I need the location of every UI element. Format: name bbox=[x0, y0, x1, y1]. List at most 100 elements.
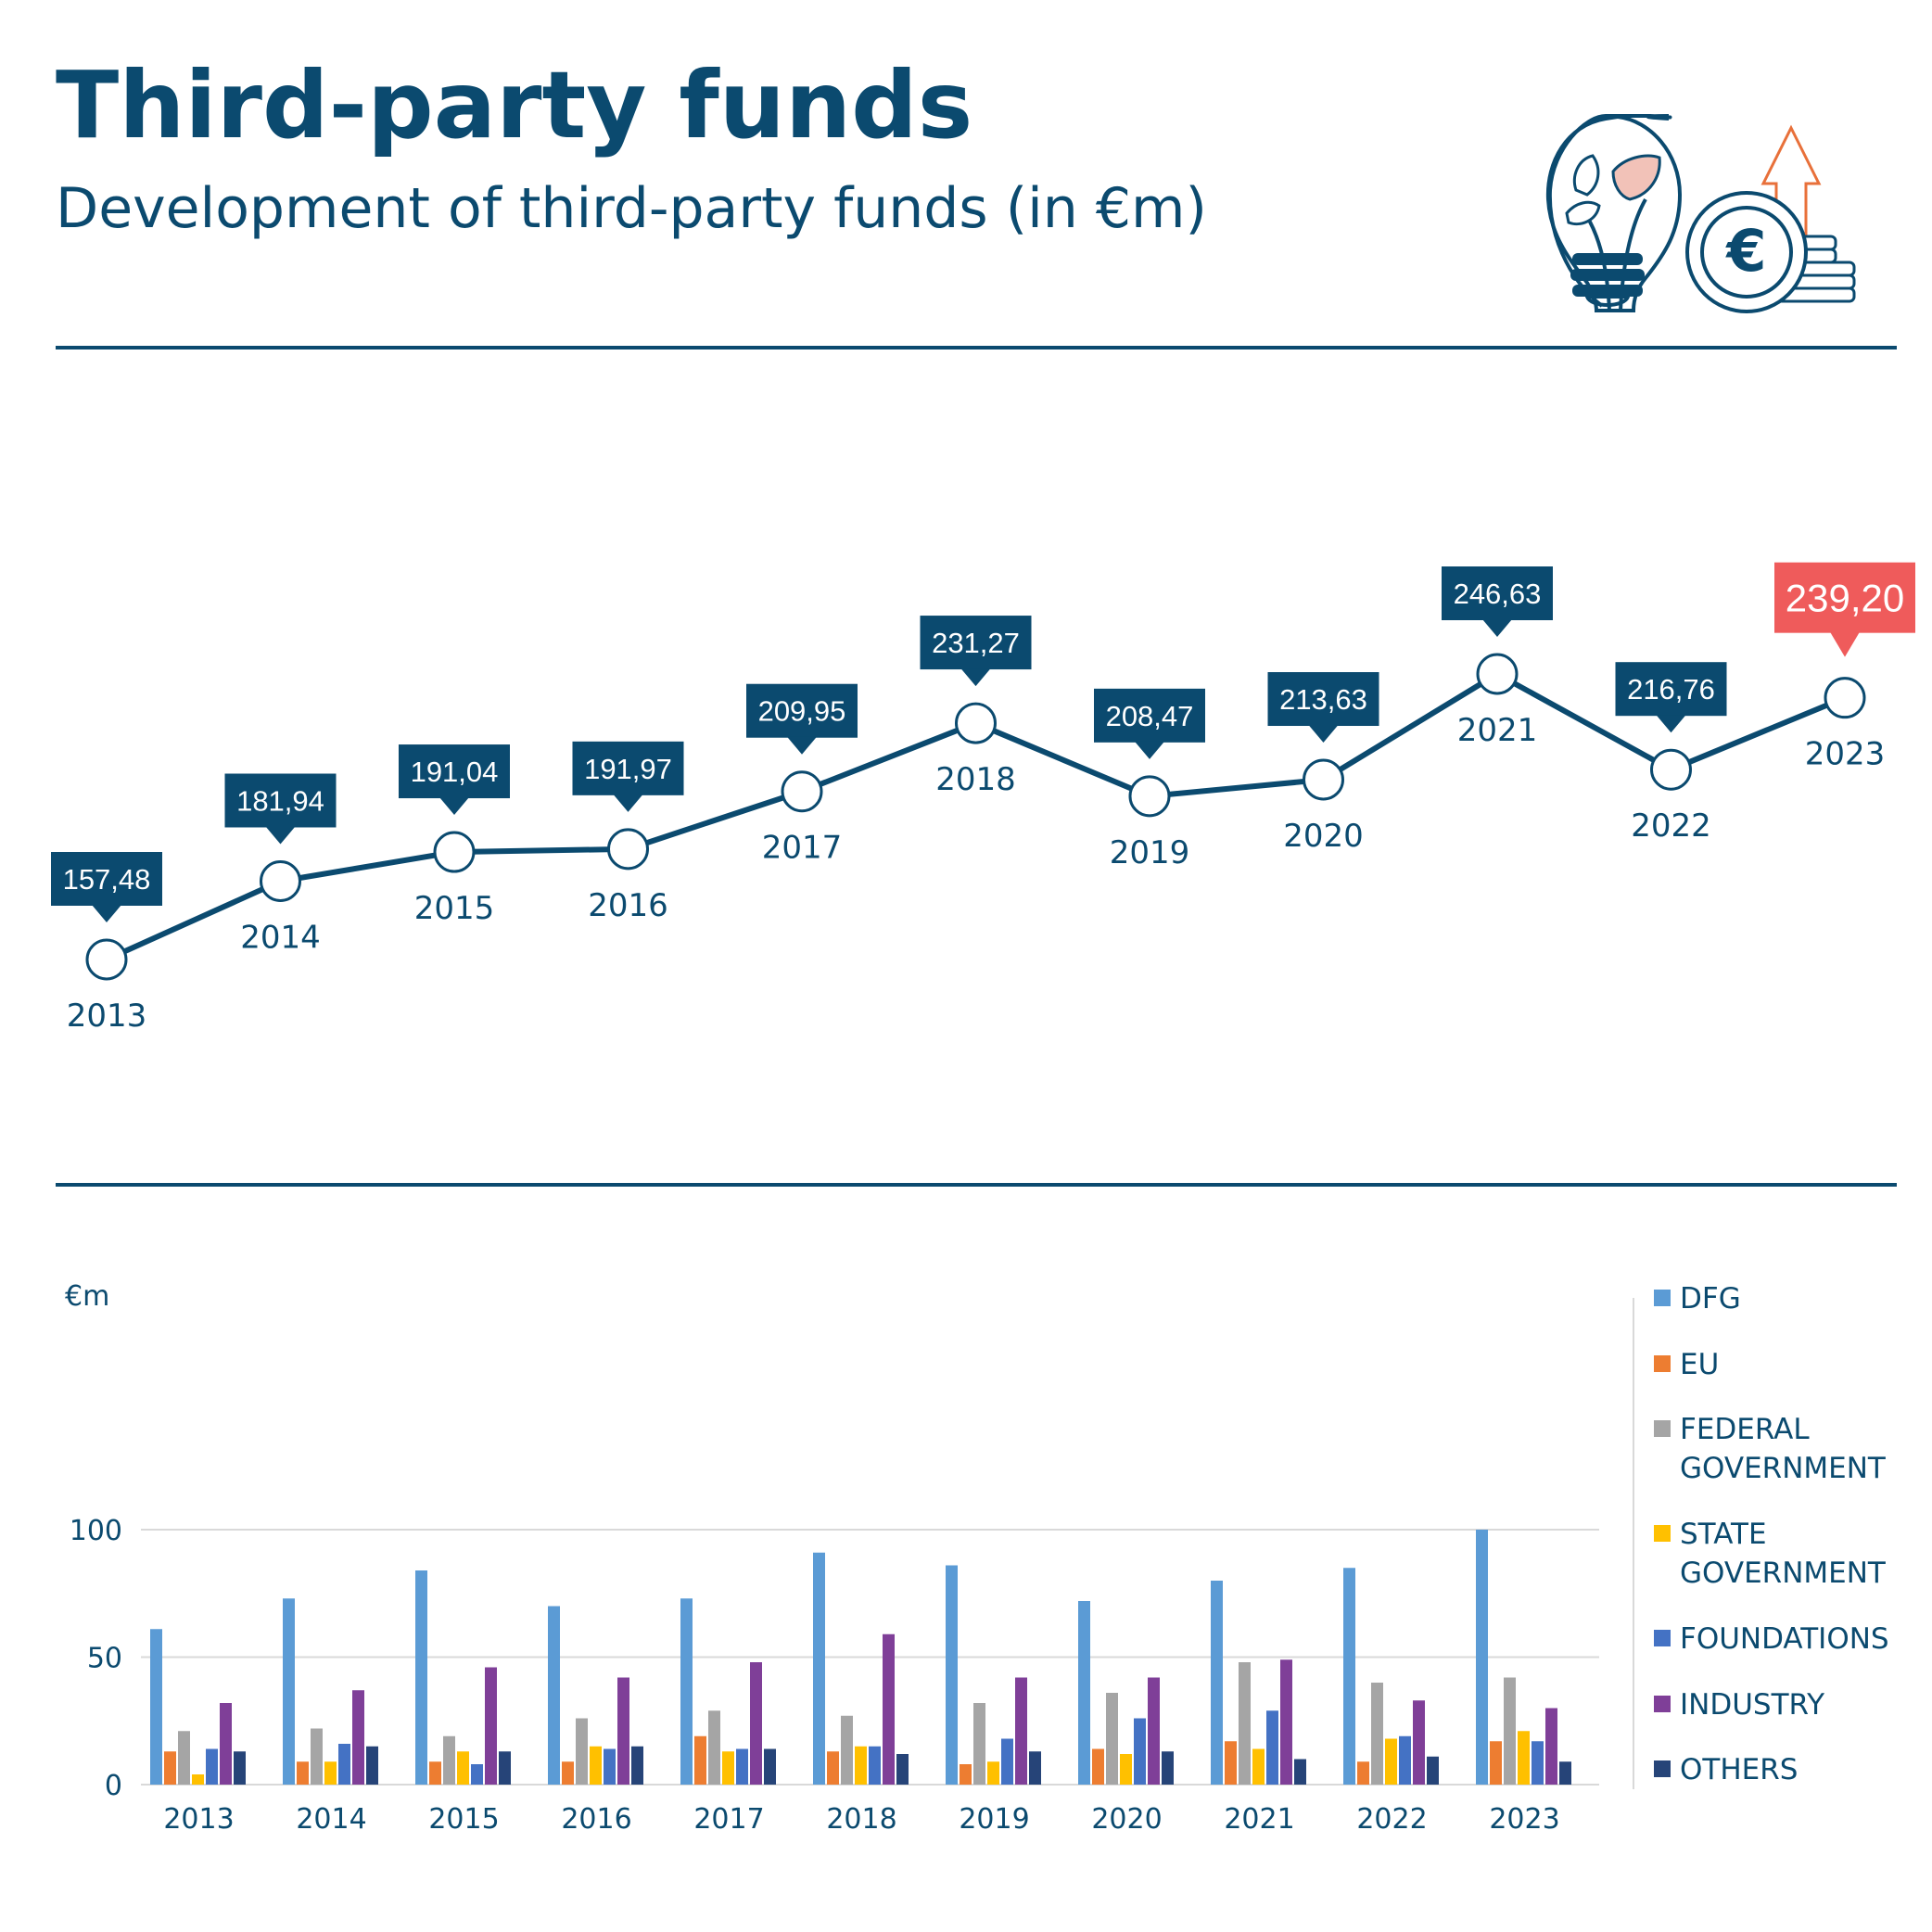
bar bbox=[499, 1751, 511, 1785]
legend-item: OTHERS bbox=[1654, 1753, 1798, 1786]
x-tick-label: 2014 bbox=[240, 919, 321, 956]
x-tick-label: 2019 bbox=[959, 1803, 1029, 1836]
bar bbox=[617, 1677, 629, 1785]
x-tick-label: 2017 bbox=[762, 830, 843, 867]
bar bbox=[869, 1746, 881, 1785]
x-tick-label: 2018 bbox=[935, 761, 1016, 798]
bar bbox=[150, 1629, 162, 1785]
bar bbox=[1225, 1741, 1237, 1785]
x-tick-label: 2015 bbox=[428, 1803, 499, 1836]
bar bbox=[1015, 1677, 1027, 1785]
bar bbox=[631, 1746, 643, 1785]
bar bbox=[443, 1735, 455, 1785]
bar bbox=[576, 1718, 588, 1785]
bar bbox=[429, 1761, 441, 1785]
bar bbox=[694, 1735, 706, 1785]
value-callout: 191,04 bbox=[399, 744, 510, 816]
bar bbox=[1252, 1748, 1265, 1785]
bar bbox=[1343, 1568, 1355, 1785]
legend-item: EU bbox=[1654, 1348, 1719, 1381]
bar bbox=[1029, 1751, 1041, 1785]
bar bbox=[283, 1598, 295, 1785]
bar bbox=[855, 1746, 867, 1785]
x-tick-label: 2015 bbox=[414, 890, 495, 927]
bar bbox=[708, 1710, 720, 1785]
bar bbox=[1371, 1683, 1383, 1785]
legend-label: DFG bbox=[1680, 1282, 1741, 1316]
legend-item: DFG bbox=[1654, 1282, 1741, 1316]
bar bbox=[352, 1690, 364, 1785]
bar bbox=[366, 1746, 378, 1785]
value-callout: 231,27 bbox=[920, 616, 1032, 687]
bar bbox=[206, 1748, 218, 1785]
bar bbox=[164, 1751, 176, 1785]
bar bbox=[471, 1764, 483, 1785]
bar bbox=[192, 1774, 204, 1785]
x-tick-label: 2016 bbox=[588, 887, 668, 924]
bar bbox=[973, 1703, 985, 1785]
data-point bbox=[955, 702, 997, 744]
legend-label: EU bbox=[1680, 1348, 1719, 1381]
bar bbox=[722, 1751, 734, 1785]
legend-label: GOVERNMENT bbox=[1680, 1452, 1887, 1485]
bar bbox=[736, 1748, 748, 1785]
data-label: 191,97 bbox=[584, 753, 672, 785]
bar bbox=[1532, 1741, 1544, 1785]
bar bbox=[1385, 1738, 1397, 1785]
bar bbox=[1413, 1700, 1425, 1785]
bar bbox=[841, 1715, 853, 1785]
bar bbox=[896, 1754, 909, 1785]
legend-label: GOVERNMENT bbox=[1680, 1557, 1887, 1590]
bar bbox=[1399, 1735, 1411, 1785]
bar bbox=[1427, 1756, 1439, 1785]
bar bbox=[1518, 1731, 1530, 1785]
legend-label: OTHERS bbox=[1680, 1753, 1798, 1786]
bar bbox=[220, 1703, 232, 1785]
bar bbox=[960, 1764, 972, 1785]
bar bbox=[1357, 1761, 1369, 1785]
value-callout: 191,97 bbox=[572, 741, 684, 812]
x-tick-label: 2020 bbox=[1283, 818, 1364, 855]
value-callout: 246,63 bbox=[1442, 566, 1553, 637]
bar bbox=[1490, 1741, 1502, 1785]
data-point bbox=[1303, 758, 1344, 801]
value-callout: 213,63 bbox=[1267, 672, 1379, 744]
bar bbox=[1162, 1751, 1174, 1785]
bar bbox=[1148, 1677, 1160, 1785]
x-tick-label: 2019 bbox=[1110, 834, 1190, 871]
legend-label: INDUSTRY bbox=[1680, 1688, 1824, 1722]
bar bbox=[1280, 1659, 1292, 1785]
bar bbox=[1545, 1708, 1557, 1785]
value-callout: 181,94 bbox=[224, 773, 337, 845]
legend-item: STATE GOVERNMENT bbox=[1654, 1518, 1887, 1590]
x-tick-label: 2023 bbox=[1805, 736, 1886, 773]
bar bbox=[1211, 1581, 1223, 1785]
bar bbox=[1239, 1662, 1251, 1785]
bar bbox=[324, 1761, 337, 1785]
divider-top bbox=[56, 346, 1897, 350]
page-title: Third-party funds bbox=[56, 51, 973, 159]
bar bbox=[1120, 1754, 1132, 1785]
bar bbox=[1001, 1738, 1013, 1785]
x-tick-label: 2020 bbox=[1091, 1803, 1162, 1836]
x-tick-label: 2013 bbox=[67, 998, 147, 1035]
bar bbox=[764, 1748, 776, 1785]
value-callout: 209,95 bbox=[746, 683, 858, 755]
value-callout: 216,76 bbox=[1615, 662, 1727, 733]
bar bbox=[883, 1633, 895, 1785]
data-label: 239,20 bbox=[1786, 577, 1904, 620]
legend-label: STATE bbox=[1680, 1518, 1767, 1551]
bar bbox=[750, 1662, 762, 1785]
bar bbox=[234, 1751, 246, 1785]
data-point bbox=[260, 859, 301, 902]
value-callout: 239,20 bbox=[1774, 562, 1915, 657]
bar bbox=[680, 1598, 693, 1785]
bar bbox=[1559, 1761, 1571, 1785]
bar bbox=[338, 1744, 350, 1785]
data-point bbox=[1650, 748, 1692, 791]
bar bbox=[1106, 1693, 1118, 1785]
data-point bbox=[1128, 775, 1171, 818]
legend-item: INDUSTRY bbox=[1654, 1688, 1824, 1722]
bar bbox=[562, 1761, 574, 1785]
